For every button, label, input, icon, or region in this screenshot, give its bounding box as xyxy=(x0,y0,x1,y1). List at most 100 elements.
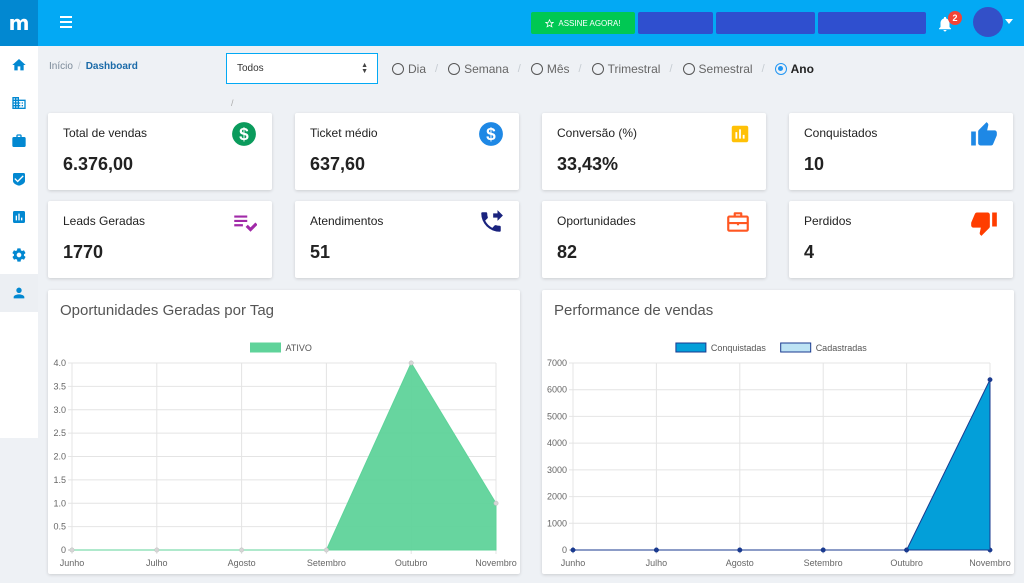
sidebar-item-users[interactable] xyxy=(0,274,38,312)
sidebar-item-home[interactable] xyxy=(0,46,38,84)
data-point xyxy=(493,500,499,506)
x-tick-label: Agosto xyxy=(726,558,754,568)
breadcrumb: Início / Dashboard xyxy=(49,61,138,72)
chevron-down-icon[interactable] xyxy=(1005,19,1013,24)
chart-oportunidades-por-tag: 0 0.5 1.0 1.5 2.0 2.5 3.0 3.5 4.0 Junho Julho Agost… xyxy=(53,342,517,568)
x-tick-label: Julho xyxy=(646,558,668,568)
y-tick-label: 2.5 xyxy=(53,428,66,438)
kpi-card-leads: Leads Geradas 1770 xyxy=(48,201,272,278)
bar-chart-icon xyxy=(731,125,749,143)
data-point xyxy=(737,547,743,553)
header-button-3[interactable] xyxy=(818,12,926,34)
chart-title: Oportunidades Geradas por Tag xyxy=(60,302,275,319)
radio-label: Trimestral xyxy=(607,62,661,76)
gear-icon xyxy=(12,248,26,262)
y-tick-label: 6000 xyxy=(547,385,567,395)
radio-mes[interactable]: Mês xyxy=(530,62,570,76)
y-tick-label: 1.5 xyxy=(53,475,66,485)
x-tick-label: Julho xyxy=(146,558,168,568)
radio-label: Mês xyxy=(546,62,570,76)
x-tick-label: Junho xyxy=(561,558,586,568)
period-radio-group: Dia / Semana / Mês / Trimestral / Semest… xyxy=(392,62,814,76)
card-value: 637,60 xyxy=(310,154,366,174)
radio-semestral[interactable]: Semestral xyxy=(682,62,753,76)
series-area xyxy=(72,361,497,551)
user-icon xyxy=(13,287,25,299)
logo[interactable]: m xyxy=(0,0,38,46)
y-tick-label: 2.0 xyxy=(53,452,66,462)
breadcrumb-home[interactable]: Início xyxy=(49,61,73,72)
dollar-circle-icon: $ xyxy=(232,122,256,146)
y-tick-label: 3.0 xyxy=(53,405,66,415)
menu-toggle-icon[interactable] xyxy=(60,16,72,28)
tag-filter-select[interactable]: Todos ▲ ▼ xyxy=(226,53,378,84)
sidebar-item-reports[interactable] xyxy=(0,198,38,236)
data-point xyxy=(239,547,245,553)
data-point xyxy=(653,547,659,553)
card-title: Perdidos xyxy=(804,214,852,228)
chart-panel-performance: Performance de vendas 0 1000 2000 3000 4000 5… xyxy=(542,290,1014,574)
data-point xyxy=(69,547,75,553)
chart-panel-oportunidades: Oportunidades Geradas por Tag 0 0.5 1.0 1.5… xyxy=(48,290,520,574)
x-tick-label: Outubro xyxy=(890,558,923,568)
svg-text:$: $ xyxy=(239,124,249,144)
briefcase-icon xyxy=(727,212,749,232)
thumbs-up-icon xyxy=(971,122,997,146)
dollar-circle-icon: $ xyxy=(479,122,503,146)
x-tick-label: Novembro xyxy=(969,558,1011,568)
card-value: 51 xyxy=(310,242,331,262)
radio-ano[interactable]: Ano xyxy=(774,62,814,76)
sidebar xyxy=(0,46,38,438)
y-tick-label: 3000 xyxy=(547,465,567,475)
sidebar-item-tasks[interactable] xyxy=(0,160,38,198)
building-icon xyxy=(12,97,26,109)
kpi-card-total-vendas: Total de vendas 6.376,00 $ xyxy=(48,113,272,190)
legend-swatch xyxy=(780,342,812,353)
legend-label: Cadastradas xyxy=(816,343,868,353)
y-tick-label: 4000 xyxy=(547,438,567,448)
briefcase-icon xyxy=(12,134,26,147)
kpi-card-conquistados: Conquistados 10 xyxy=(789,113,1013,190)
breadcrumb-current: Dashboard xyxy=(85,61,138,72)
sidebar-item-settings[interactable] xyxy=(0,236,38,274)
notification-badge: 2 xyxy=(948,11,962,25)
sidebar-item-companies[interactable] xyxy=(0,84,38,122)
card-value: 1770 xyxy=(63,242,104,262)
y-tick-label: 7000 xyxy=(547,358,567,368)
phone-forward-icon xyxy=(481,210,503,232)
tag-filter-value: Todos xyxy=(237,63,264,74)
avatar[interactable] xyxy=(973,7,1003,37)
radio-trimestral[interactable]: Trimestral xyxy=(591,62,661,76)
subscribe-button[interactable]: ASSINE AGORA! xyxy=(531,12,635,34)
data-point xyxy=(570,547,576,553)
sidebar-item-business[interactable] xyxy=(0,122,38,160)
y-tick-label: 2000 xyxy=(547,492,567,502)
kpi-card-oportunidades: Oportunidades 82 xyxy=(542,201,766,278)
kpi-card-ticket-medio: Ticket médio 637,60 $ xyxy=(295,113,519,190)
thumbs-down-icon xyxy=(971,212,997,236)
y-tick-label: 1.0 xyxy=(53,498,66,508)
header-button-2[interactable] xyxy=(716,12,815,34)
card-title: Oportunidades xyxy=(557,214,636,228)
data-point xyxy=(154,547,160,553)
header-button-1[interactable] xyxy=(638,12,713,34)
radio-label: Ano xyxy=(790,62,814,76)
card-title: Total de vendas xyxy=(63,126,148,140)
home-icon xyxy=(12,59,26,71)
card-value: 6.376,00 xyxy=(63,154,134,174)
data-point xyxy=(904,547,910,553)
radio-dia[interactable]: Dia xyxy=(392,62,426,76)
radio-semana[interactable]: Semana xyxy=(448,62,509,76)
y-tick-label: 4.0 xyxy=(53,358,66,368)
data-point xyxy=(820,547,826,553)
divider: / xyxy=(231,98,234,108)
x-tick-label: Setembro xyxy=(804,558,843,568)
y-tick-label: 5000 xyxy=(547,411,567,421)
radio-label: Semestral xyxy=(698,62,753,76)
playlist-check-icon xyxy=(234,215,257,232)
y-tick-label: 3.5 xyxy=(53,381,66,391)
card-title: Atendimentos xyxy=(310,214,384,228)
bar-chart-icon xyxy=(13,211,25,223)
card-title: Conversão (%) xyxy=(557,126,638,140)
card-value: 82 xyxy=(557,242,578,262)
